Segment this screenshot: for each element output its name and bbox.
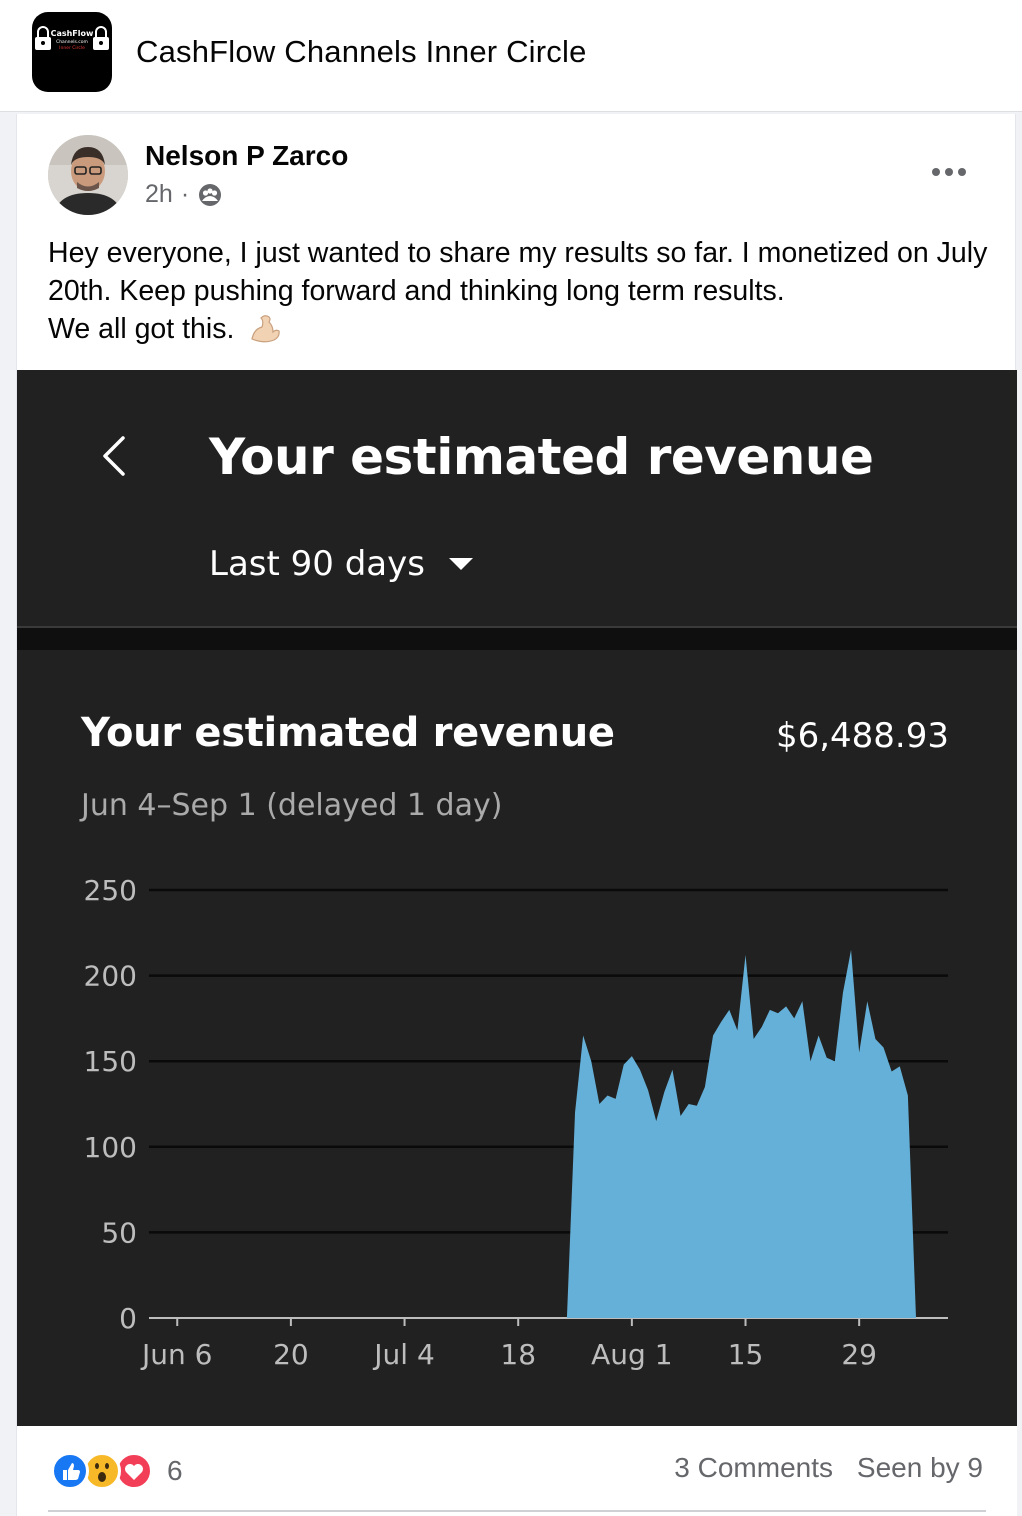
post-meta: 2h · <box>145 180 223 209</box>
reactions-summary[interactable]: 6 <box>51 1452 183 1490</box>
like-icon <box>51 1452 89 1490</box>
author-avatar[interactable] <box>48 135 128 215</box>
post-text: Hey everyone, I just wanted to share my … <box>48 234 988 348</box>
logo-text-channels: Channels.com <box>56 39 88 45</box>
post-footer: 6 3 Comments Seen by 9 <box>17 1426 1017 1516</box>
date-range-selector[interactable]: Last 90 days <box>209 544 475 584</box>
revenue-area <box>161 949 916 1318</box>
x-tick-label: Jun 6 <box>140 1338 212 1371</box>
wow-icon <box>83 1452 121 1490</box>
post-card: Nelson P Zarco 2h · Hey everyone, I just… <box>16 114 1017 1516</box>
y-tick-label: 250 <box>84 874 137 907</box>
revenue-screenshot: Your estimated revenue Last 90 days Your… <box>17 370 1017 1426</box>
back-arrow-icon[interactable] <box>99 434 129 478</box>
group-name[interactable]: CashFlow Channels Inner Circle <box>136 34 587 69</box>
revenue-date-range: Jun 4–Sep 1 (delayed 1 day) <box>81 788 503 823</box>
y-tick-label: 0 <box>119 1302 137 1335</box>
x-tick-label: Jul 4 <box>372 1338 435 1371</box>
section-divider <box>17 626 1017 650</box>
x-tick-label: 15 <box>728 1338 764 1371</box>
revenue-card-title: Your estimated revenue <box>81 710 615 756</box>
y-tick-label: 100 <box>84 1131 137 1164</box>
x-tick-label: Aug 1 <box>591 1338 672 1371</box>
footer-divider <box>48 1510 986 1512</box>
comments-link[interactable]: 3 Comments <box>674 1452 833 1483</box>
reaction-count: 6 <box>167 1455 183 1486</box>
seen-by-link[interactable]: Seen by 9 <box>856 1452 983 1483</box>
y-tick-label: 50 <box>101 1216 137 1249</box>
date-range-label: Last 90 days <box>209 544 425 584</box>
post-text-line-1: Hey everyone, I just wanted to share my … <box>48 237 988 307</box>
post-time[interactable]: 2h <box>145 180 173 208</box>
revenue-chart: 0 50 100 150 200 250 Jun 6 20 Jul 4 18 Aug 1 15 29 <box>84 874 948 1371</box>
y-tick-label: 150 <box>84 1045 137 1078</box>
flexed-biceps-icon <box>251 315 281 343</box>
x-tick-label: 20 <box>273 1338 309 1371</box>
author-name[interactable]: Nelson P Zarco <box>145 140 349 171</box>
more-options-icon[interactable] <box>921 154 977 190</box>
meta-separator: · <box>180 180 190 208</box>
x-tick-label: 29 <box>841 1338 877 1371</box>
logo-text-cashflow: CashFlow <box>51 29 94 38</box>
revenue-total: $6,488.93 <box>775 716 949 756</box>
post-text-line-2: We all got this. <box>48 313 235 345</box>
screen-title: Your estimated revenue <box>209 428 874 486</box>
group-logo[interactable]: CashFlow Channels.com Inner Circle <box>32 12 112 92</box>
y-tick-label: 200 <box>84 960 137 993</box>
logo-text-inner-circle: Inner Circle <box>59 45 85 51</box>
group-privacy-icon <box>199 183 222 206</box>
love-icon <box>115 1452 153 1490</box>
dropdown-arrow-icon <box>448 558 473 570</box>
group-header: CashFlow Channels.com Inner Circle CashF… <box>0 0 1022 112</box>
x-tick-label: 18 <box>500 1338 536 1371</box>
